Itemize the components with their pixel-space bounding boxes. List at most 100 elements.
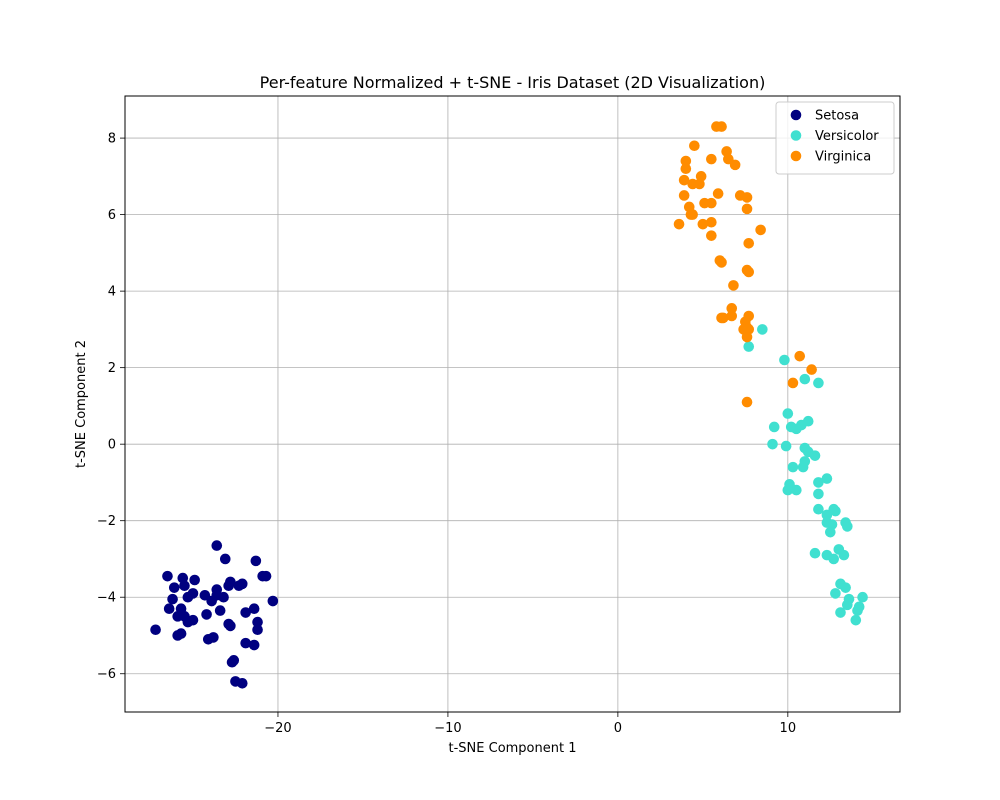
data-point xyxy=(840,582,851,593)
data-point xyxy=(813,488,824,500)
data-point xyxy=(726,310,738,322)
data-point xyxy=(673,218,685,230)
data-point xyxy=(706,153,717,165)
data-point xyxy=(813,477,824,488)
data-point xyxy=(726,303,738,314)
data-point xyxy=(857,591,868,603)
data-point xyxy=(830,588,841,599)
data-point xyxy=(821,473,833,484)
data-point xyxy=(842,521,853,532)
x-tick-label: −10 xyxy=(434,721,461,736)
legend-marker xyxy=(790,109,802,121)
series-setosa xyxy=(150,540,279,689)
grid-lines xyxy=(125,96,900,712)
data-point xyxy=(182,591,194,603)
y-tick-label: 4 xyxy=(108,285,116,300)
y-tick-label: 0 xyxy=(108,438,116,453)
legend-marker xyxy=(790,130,802,141)
data-point xyxy=(172,630,183,641)
y-tick-label: −4 xyxy=(97,591,116,606)
data-point xyxy=(678,190,690,201)
data-point xyxy=(779,354,790,366)
data-point xyxy=(260,570,272,582)
legend-label: Setosa xyxy=(815,109,859,124)
data-point xyxy=(741,192,753,203)
data-point xyxy=(838,549,850,561)
y-tick-label: 2 xyxy=(108,361,116,376)
data-point xyxy=(163,603,175,614)
data-point xyxy=(706,230,717,241)
data-point xyxy=(830,505,841,517)
data-point xyxy=(236,678,248,689)
data-point xyxy=(680,163,692,174)
data-point xyxy=(182,616,194,628)
x-axis-label: t-SNE Component 1 xyxy=(449,741,577,756)
data-point xyxy=(267,595,279,607)
data-point xyxy=(791,484,802,496)
data-point xyxy=(743,238,755,249)
data-point xyxy=(813,377,824,389)
data-point xyxy=(729,159,741,171)
data-point xyxy=(717,312,729,324)
data-point xyxy=(799,373,811,385)
data-point xyxy=(852,605,863,616)
data-point xyxy=(825,526,836,538)
data-point xyxy=(168,582,180,593)
chart-title: Per-feature Normalized + t-SNE - Iris Da… xyxy=(260,73,766,92)
legend-box xyxy=(775,101,895,175)
data-point xyxy=(240,607,251,618)
data-point xyxy=(240,637,251,649)
series-versicolor xyxy=(743,324,868,626)
data-point xyxy=(225,620,236,632)
data-point xyxy=(741,331,753,343)
data-point xyxy=(791,423,802,435)
data-point xyxy=(728,280,739,291)
data-point xyxy=(809,547,821,559)
series-virginica xyxy=(673,121,817,408)
data-point xyxy=(687,209,698,220)
data-point xyxy=(794,350,806,362)
data-point xyxy=(706,216,717,228)
data-point xyxy=(797,461,809,473)
plot-area-frame xyxy=(124,95,901,713)
data-point xyxy=(835,607,846,618)
data-point xyxy=(214,605,226,616)
data-point xyxy=(252,624,263,636)
data-point xyxy=(842,599,853,611)
data-point xyxy=(250,555,262,567)
data-point xyxy=(678,174,690,186)
data-point xyxy=(223,580,234,592)
data-point xyxy=(162,570,173,582)
data-point xyxy=(201,609,212,620)
y-tick-label: −6 xyxy=(97,667,116,682)
data-point xyxy=(680,155,692,167)
data-point xyxy=(755,224,766,236)
x-tick-label: −20 xyxy=(264,721,291,736)
data-points xyxy=(150,121,868,689)
data-point xyxy=(780,440,792,452)
data-point xyxy=(211,540,223,551)
data-point xyxy=(226,656,238,668)
data-point xyxy=(782,408,794,419)
data-point xyxy=(219,553,231,565)
legend-label: Versicolor xyxy=(815,129,879,144)
data-point xyxy=(850,614,862,626)
x-tick-label: 0 xyxy=(614,721,622,736)
data-point xyxy=(828,553,840,565)
data-point xyxy=(712,188,724,199)
data-point xyxy=(179,580,190,592)
data-point xyxy=(782,484,794,496)
data-point xyxy=(716,121,727,132)
data-point xyxy=(716,257,727,268)
y-tick-label: −2 xyxy=(97,514,116,529)
data-point xyxy=(233,580,245,592)
data-point xyxy=(150,624,161,636)
data-point xyxy=(821,509,833,521)
data-point xyxy=(252,616,263,628)
data-point xyxy=(694,178,705,190)
data-point xyxy=(167,593,178,605)
data-point xyxy=(248,639,260,651)
data-point xyxy=(248,603,260,614)
